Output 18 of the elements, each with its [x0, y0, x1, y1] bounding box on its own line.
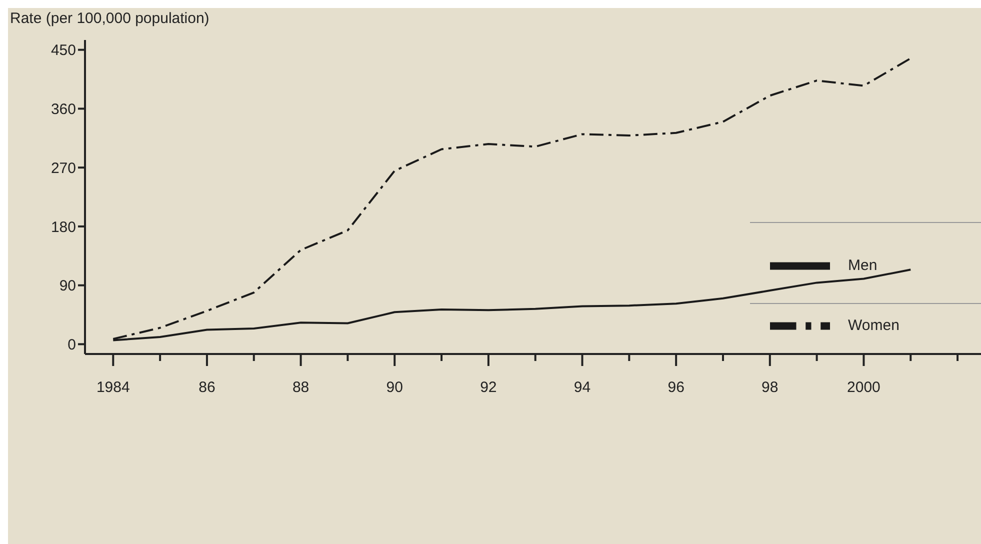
x-tick-label: 94 [574, 379, 591, 396]
y-tick-label: 0 [68, 336, 76, 354]
y-tick-label: 180 [50, 218, 76, 236]
x-tick-label: 1984 [96, 379, 130, 396]
y-axis-title: Rate (per 100,000 population) [10, 10, 210, 27]
x-tick-label: 90 [386, 379, 403, 396]
y-tick-label: 90 [59, 278, 76, 295]
y-tick-label: 360 [50, 101, 76, 118]
y-tick-label: 450 [50, 42, 76, 60]
x-tick-label: 88 [292, 379, 310, 396]
x-tick-label: 96 [668, 379, 684, 396]
legend-label: Men [848, 257, 878, 274]
x-tick-label: 98 [762, 379, 778, 396]
legend-label: Women [848, 317, 900, 334]
x-tick-label: 92 [480, 379, 497, 396]
y-tick-label: 270 [50, 160, 76, 177]
x-tick-label: 2000 [847, 379, 880, 396]
x-tick-label: 86 [198, 379, 216, 396]
